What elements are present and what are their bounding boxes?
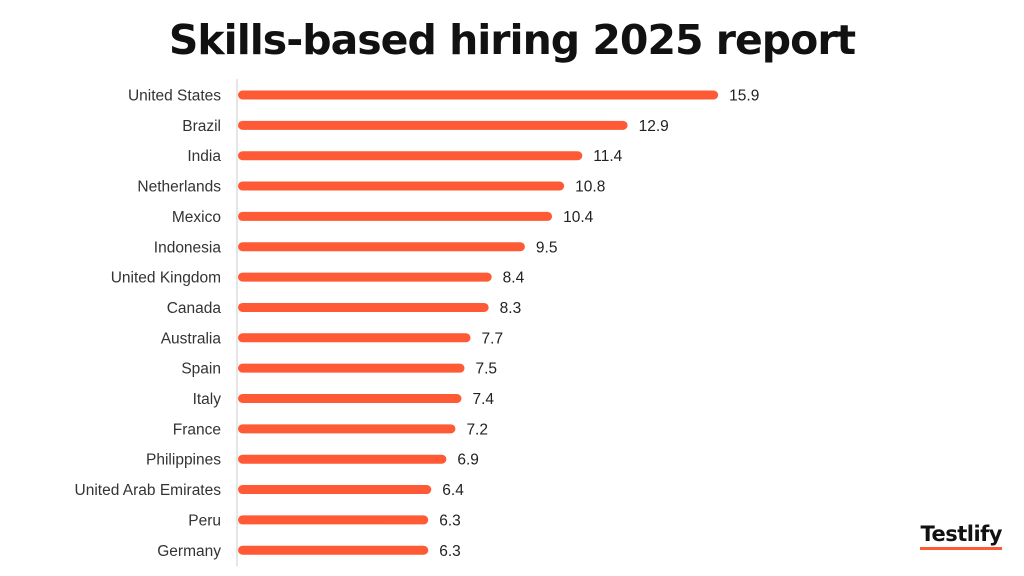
bar: [238, 515, 429, 525]
value-label: 7.7: [482, 330, 504, 347]
bar: [238, 302, 489, 312]
category-label: Canada: [167, 300, 222, 317]
category-label: France: [173, 421, 221, 438]
value-label: 6.3: [439, 543, 461, 560]
value-label: 11.4: [593, 148, 622, 165]
testlify-logo: Testlify: [920, 522, 1002, 550]
logo-underline: [920, 547, 1002, 550]
bar: [238, 211, 553, 221]
category-label: Brazil: [182, 118, 221, 135]
value-label: 15.9: [729, 88, 759, 105]
category-label: India: [187, 148, 221, 165]
category-label: Australia: [161, 330, 222, 347]
chart-title: Skills-based hiring 2025 report: [168, 16, 856, 64]
value-label: 10.4: [563, 209, 594, 226]
bar: [238, 90, 719, 100]
category-label: Mexico: [172, 209, 221, 226]
value-label: 6.4: [442, 482, 464, 499]
value-label: 6.9: [457, 452, 479, 469]
value-label: 9.5: [536, 239, 558, 256]
category-label: Spain: [181, 361, 221, 378]
category-label: United Kingdom: [111, 270, 221, 287]
value-label: 7.4: [472, 391, 494, 408]
category-label: Philippines: [146, 452, 221, 469]
bar: [238, 394, 462, 403]
category-label: Germany: [157, 543, 221, 560]
logo-text: Testlify: [920, 522, 1002, 546]
value-label: 7.2: [466, 421, 488, 438]
category-label: Netherlands: [137, 179, 221, 196]
value-label: 8.4: [503, 270, 525, 287]
category-label: Indonesia: [154, 239, 222, 256]
value-label: 10.8: [575, 179, 605, 196]
category-label: Italy: [193, 391, 222, 408]
category-label: United States: [128, 88, 221, 105]
bar: [238, 181, 565, 191]
category-label: Peru: [188, 512, 221, 529]
category-label: United Arab Emirates: [75, 482, 222, 499]
bar: [238, 120, 628, 130]
value-label: 6.3: [439, 512, 461, 529]
bar: [238, 272, 492, 282]
bar: [238, 242, 525, 252]
value-label: 7.5: [476, 361, 498, 378]
bar: [238, 333, 471, 343]
bar: [238, 424, 456, 434]
value-label: 8.3: [500, 300, 522, 317]
bar: [238, 485, 432, 495]
bar: [238, 545, 429, 555]
bar: [238, 454, 447, 464]
bar: [238, 363, 465, 373]
bar: [238, 151, 583, 161]
value-label: 12.9: [639, 118, 669, 135]
